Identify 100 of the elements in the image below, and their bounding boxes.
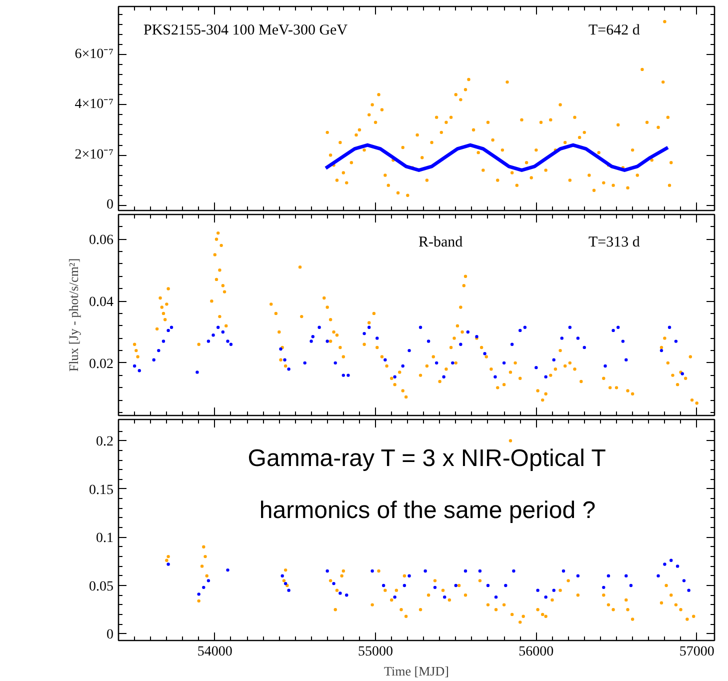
point xyxy=(197,592,200,596)
y-tick-label: 0.2 xyxy=(96,434,114,450)
y-tick-label: 0 xyxy=(106,628,114,643)
annotation: T=313 d xyxy=(588,234,640,250)
point xyxy=(394,588,398,592)
point xyxy=(478,569,482,573)
x-tick-label: 54000 xyxy=(197,644,232,660)
point xyxy=(552,588,556,592)
y-tick-label: 2×10⁻⁷ xyxy=(74,148,114,163)
point xyxy=(402,584,406,588)
point xyxy=(377,569,380,573)
point xyxy=(334,608,337,612)
point xyxy=(478,579,482,582)
point xyxy=(630,618,634,621)
point xyxy=(338,592,342,595)
point xyxy=(384,588,387,592)
point xyxy=(679,608,682,612)
point xyxy=(612,608,615,612)
point xyxy=(226,568,230,572)
point xyxy=(205,574,208,578)
point xyxy=(576,574,580,578)
point xyxy=(197,599,200,603)
point xyxy=(335,588,339,592)
point xyxy=(518,620,522,624)
point xyxy=(328,579,332,582)
x-tick-label: 57000 xyxy=(679,644,714,660)
point xyxy=(280,574,284,578)
point xyxy=(629,584,633,588)
point xyxy=(404,614,408,618)
point xyxy=(504,584,508,588)
x-axis-title: Time [MJD] xyxy=(384,664,449,678)
x-tick-label: 55000 xyxy=(358,644,394,660)
point xyxy=(687,588,690,592)
point xyxy=(562,569,566,573)
point xyxy=(370,603,374,606)
point xyxy=(165,558,168,562)
y-tick-label: 0.06 xyxy=(89,233,114,248)
point xyxy=(400,608,403,612)
point xyxy=(433,579,437,582)
point xyxy=(345,594,348,597)
point xyxy=(166,554,170,558)
point xyxy=(544,614,548,618)
annotation: T=642 d xyxy=(588,22,640,38)
point xyxy=(282,579,286,582)
point xyxy=(522,614,525,618)
point xyxy=(206,579,210,582)
point xyxy=(204,554,207,558)
point xyxy=(332,582,336,586)
y-tick-label: 0 xyxy=(106,198,114,212)
point xyxy=(494,595,498,599)
point xyxy=(656,574,660,578)
annotation: R-band xyxy=(418,234,464,250)
point xyxy=(342,569,346,573)
point xyxy=(541,612,544,616)
point xyxy=(670,594,673,597)
point xyxy=(494,608,498,612)
y-tick-label: 6×10⁻⁷ xyxy=(74,46,114,62)
y-tick-label: 0.1 xyxy=(96,531,114,546)
point xyxy=(441,588,445,592)
point xyxy=(287,588,290,592)
point xyxy=(558,588,562,592)
point xyxy=(502,603,506,606)
y-axis-title: Flux [Jy - phot/s/cm²] xyxy=(66,258,81,372)
point xyxy=(464,594,468,597)
point xyxy=(426,594,430,597)
point xyxy=(486,603,490,606)
x-tick-label: 56000 xyxy=(518,644,554,660)
annotation: Gamma-ray T = 3 x NIR-Optical T xyxy=(248,445,606,472)
y-tick-label: 0.04 xyxy=(89,295,114,310)
point xyxy=(424,569,427,573)
point xyxy=(464,569,468,573)
point xyxy=(536,608,540,612)
point xyxy=(443,595,446,599)
point xyxy=(606,574,610,578)
point xyxy=(606,603,610,606)
line-series xyxy=(324,143,670,172)
point xyxy=(674,603,678,606)
point xyxy=(510,612,514,616)
point xyxy=(202,586,206,590)
point xyxy=(602,594,606,597)
point xyxy=(408,574,411,578)
point xyxy=(536,588,540,592)
point xyxy=(486,584,490,588)
point xyxy=(166,562,170,566)
point xyxy=(566,579,570,582)
point xyxy=(670,558,673,562)
point xyxy=(326,569,329,573)
point xyxy=(660,601,664,604)
point xyxy=(692,614,696,618)
point xyxy=(200,564,204,568)
point xyxy=(382,584,386,588)
point xyxy=(433,586,437,590)
point xyxy=(508,439,512,442)
annotation: harmonics of the same period ? xyxy=(259,497,596,524)
point xyxy=(663,562,666,566)
point xyxy=(454,584,458,588)
point xyxy=(682,579,686,582)
point xyxy=(676,564,680,568)
point xyxy=(602,586,606,590)
point xyxy=(393,595,396,599)
